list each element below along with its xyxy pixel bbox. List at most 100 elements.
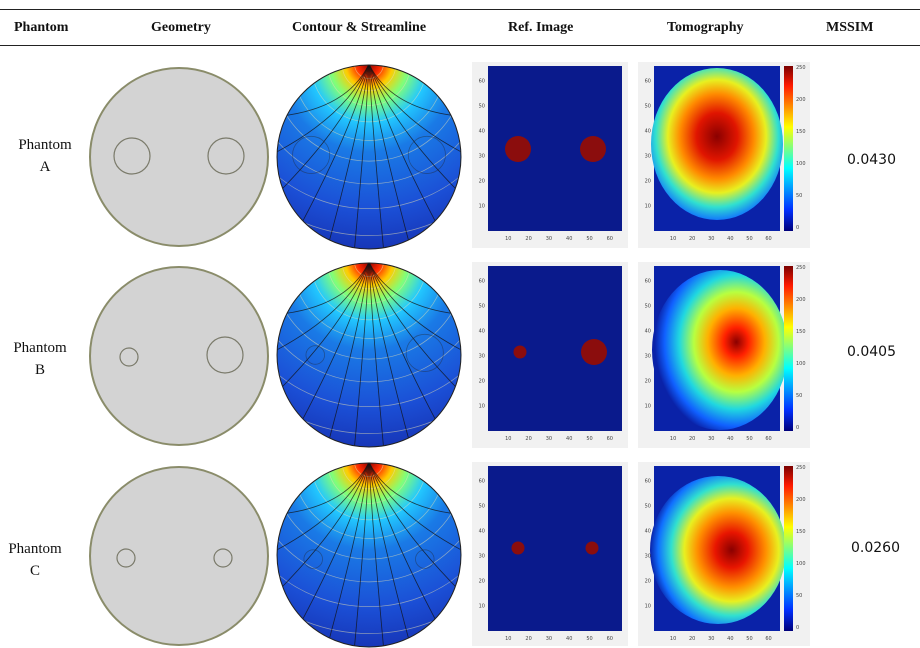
mssim-a: 0.0430 xyxy=(847,152,896,168)
geometry-c xyxy=(89,466,269,646)
geometry-b-inclusion-left xyxy=(119,347,139,367)
ref-image-c-inclusion-left xyxy=(511,541,525,555)
y-tick-label: 60 xyxy=(645,478,651,484)
x-tick-label: 60 xyxy=(607,236,613,242)
header-rule xyxy=(0,45,920,46)
y-tick-label: 30 xyxy=(479,353,485,359)
x-tick-label: 30 xyxy=(708,436,714,442)
x-tick-label: 30 xyxy=(708,236,714,242)
x-tick-label: 60 xyxy=(607,636,613,642)
colorbar-tick-label: 200 xyxy=(796,297,806,303)
x-tick-label: 50 xyxy=(586,636,592,642)
y-tick-label: 60 xyxy=(479,478,485,484)
header-ref-image: Ref. Image xyxy=(508,20,574,35)
y-tick-label: 60 xyxy=(479,78,485,84)
header-contour-streamline: Contour & Streamline xyxy=(292,20,427,35)
y-tick-label: 20 xyxy=(479,178,485,184)
phantom-label-c-line1: Phantom xyxy=(8,541,62,557)
x-tick-label: 10 xyxy=(670,636,676,642)
geometry-c-inclusion-left xyxy=(116,548,136,568)
geometry-a xyxy=(89,67,269,247)
x-tick-label: 50 xyxy=(586,436,592,442)
y-tick-label: 40 xyxy=(645,528,651,534)
ref-image-c-inclusion-right xyxy=(585,541,599,555)
x-tick-label: 40 xyxy=(566,436,572,442)
y-tick-label: 10 xyxy=(645,403,651,409)
colorbar-tick-label: 100 xyxy=(796,561,806,567)
y-tick-label: 50 xyxy=(479,103,485,109)
phantom-label-a-line1: Phantom xyxy=(18,137,72,153)
y-tick-label: 50 xyxy=(645,303,651,309)
colorbar-tick-label: 100 xyxy=(796,161,806,167)
x-tick-label: 30 xyxy=(708,636,714,642)
y-tick-label: 10 xyxy=(479,403,485,409)
contour-streamline-a xyxy=(276,64,462,250)
x-tick-label: 20 xyxy=(525,636,531,642)
colorbar-tick-label: 200 xyxy=(796,497,806,503)
x-tick-label: 40 xyxy=(727,236,733,242)
x-tick-label: 10 xyxy=(670,236,676,242)
x-tick-label: 40 xyxy=(727,436,733,442)
y-tick-label: 50 xyxy=(479,503,485,509)
y-tick-label: 20 xyxy=(645,578,651,584)
colorbar-tick-label: 0 xyxy=(796,625,799,631)
x-tick-label: 60 xyxy=(765,636,771,642)
colorbar-tick-label: 0 xyxy=(796,225,799,231)
y-tick-label: 40 xyxy=(645,128,651,134)
phantom-label-b-line2: B xyxy=(34,362,45,378)
header-mssim: MSSIM xyxy=(826,20,874,35)
y-tick-label: 20 xyxy=(479,378,485,384)
colorbar-tick-label: 200 xyxy=(796,97,806,103)
y-tick-label: 50 xyxy=(645,103,651,109)
ref-image-c: 10 20 30 40 50 60 60 50 40 30 20 10 xyxy=(472,462,628,646)
colorbar-tick-label: 250 xyxy=(796,265,806,271)
geometry-a-inclusion-left xyxy=(113,137,151,175)
y-tick-label: 40 xyxy=(645,328,651,334)
phantom-label-c-line2: C xyxy=(29,563,40,579)
y-tick-label: 30 xyxy=(645,153,651,159)
y-tick-label: 60 xyxy=(645,278,651,284)
colorbar-tick-label: 150 xyxy=(796,529,806,535)
y-tick-label: 60 xyxy=(479,278,485,284)
x-tick-label: 10 xyxy=(505,236,511,242)
colorbar-tick-label: 100 xyxy=(796,361,806,367)
colorbar-tick-label: 50 xyxy=(796,193,802,199)
header-geometry: Geometry xyxy=(151,20,211,35)
x-tick-label: 10 xyxy=(670,436,676,442)
x-tick-label: 20 xyxy=(689,436,695,442)
ref-image-b: 10 20 30 40 50 60 60 50 40 30 20 10 xyxy=(472,262,628,448)
x-tick-label: 50 xyxy=(746,636,752,642)
x-tick-label: 20 xyxy=(689,636,695,642)
geometry-b xyxy=(89,266,269,446)
y-tick-label: 50 xyxy=(479,303,485,309)
geometry-b-inclusion-right xyxy=(206,336,244,374)
y-tick-label: 20 xyxy=(645,178,651,184)
mssim-c: 0.0260 xyxy=(851,540,900,556)
top-rule xyxy=(0,9,920,10)
y-tick-label: 50 xyxy=(645,503,651,509)
y-tick-label: 40 xyxy=(479,528,485,534)
header-phantom: Phantom xyxy=(14,20,69,35)
x-tick-label: 50 xyxy=(746,236,752,242)
x-tick-label: 60 xyxy=(765,236,771,242)
x-tick-label: 30 xyxy=(546,236,552,242)
y-tick-label: 10 xyxy=(479,203,485,209)
x-tick-label: 30 xyxy=(546,636,552,642)
x-tick-label: 60 xyxy=(607,436,613,442)
y-tick-label: 10 xyxy=(479,603,485,609)
ref-image-a-inclusion-right xyxy=(580,136,606,162)
y-tick-label: 40 xyxy=(479,328,485,334)
colorbar-tick-label: 50 xyxy=(796,393,802,399)
geometry-c-inclusion-right xyxy=(213,548,233,568)
contour-streamline-c xyxy=(276,462,462,648)
contour-streamline-b xyxy=(276,262,462,448)
y-tick-label: 10 xyxy=(645,203,651,209)
colorbar-tick-label: 150 xyxy=(796,329,806,335)
tomography-a: 10 20 30 40 50 60 60 50 40 30 20 10 250 200 150 100 50 0 xyxy=(638,62,810,248)
x-tick-label: 50 xyxy=(746,436,752,442)
ref-image-a: 10 20 30 40 50 60 60 50 40 30 20 10 xyxy=(472,62,628,248)
header-tomography: Tomography xyxy=(667,20,744,35)
y-tick-label: 20 xyxy=(479,578,485,584)
x-tick-label: 40 xyxy=(566,236,572,242)
y-tick-label: 10 xyxy=(645,603,651,609)
